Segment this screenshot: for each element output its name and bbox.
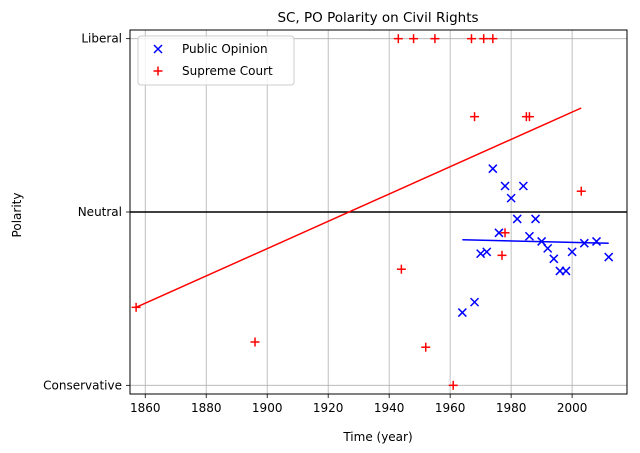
x-tick-label: 1900 — [252, 401, 283, 415]
data-point-public-opinion — [494, 228, 504, 238]
y-axis-label: Polarity — [10, 193, 24, 238]
data-point-supreme-court — [421, 342, 431, 352]
legend-marker-public-opinion — [153, 44, 163, 54]
data-point-supreme-court — [479, 34, 489, 44]
data-point-public-opinion — [518, 181, 528, 191]
data-point-public-opinion — [579, 238, 589, 248]
data-point-supreme-court — [393, 34, 403, 44]
data-point-public-opinion — [591, 236, 602, 246]
data-point-supreme-court — [448, 380, 458, 390]
data-point-public-opinion — [524, 231, 534, 241]
legend-label-public-opinion: Public Opinion — [182, 42, 268, 56]
x-tick-label: 1980 — [496, 401, 527, 415]
legend: Public Opinion Supreme Court — [137, 35, 295, 86]
data-point-public-opinion — [604, 252, 614, 262]
x-tick-label: 2000 — [557, 401, 588, 415]
data-point-public-opinion — [476, 249, 486, 259]
data-point-public-opinion — [512, 214, 522, 224]
data-point-supreme-court — [470, 112, 480, 122]
data-point-public-opinion — [457, 308, 467, 318]
y-tick-label: Neutral — [78, 205, 122, 219]
x-tick-label: 1960 — [435, 401, 466, 415]
data-point-supreme-court — [396, 264, 406, 274]
legend-marker-glyph — [153, 66, 163, 76]
data-point-public-opinion — [549, 254, 559, 264]
data-point-public-opinion — [506, 193, 516, 203]
data-point-supreme-court — [500, 228, 510, 238]
data-point-public-opinion — [482, 247, 492, 257]
chart-title: SC, PO Polarity on Civil Rights — [277, 10, 478, 26]
data-point-supreme-court — [466, 34, 476, 44]
data-point-supreme-court — [521, 112, 531, 122]
data-point-supreme-court — [409, 34, 419, 44]
data-point-supreme-court — [497, 250, 507, 260]
x-tick-label: 1940 — [374, 401, 405, 415]
data-point-public-opinion — [488, 164, 498, 174]
x-tick-label: 1920 — [313, 401, 344, 415]
legend-label-supreme-court: Supreme Court — [182, 64, 273, 78]
trend-line-layer — [135, 107, 609, 309]
data-point-supreme-court — [250, 337, 260, 347]
trend-line-supreme-court — [135, 107, 582, 309]
legend-marker-glyph — [153, 44, 163, 54]
data-point-public-opinion — [543, 243, 553, 253]
x-tick-label: 1860 — [130, 401, 161, 415]
data-point-public-opinion — [561, 266, 571, 276]
data-point-public-opinion — [567, 247, 577, 257]
data-point-public-opinion — [530, 214, 541, 224]
data-point-supreme-court — [576, 186, 586, 196]
y-tick-label: Conservative — [43, 378, 122, 392]
data-point-public-opinion — [470, 297, 480, 307]
x-tick-label: 1880 — [191, 401, 222, 415]
x-axis-label: Time (year) — [342, 430, 412, 444]
legend-marker-supreme-court — [153, 66, 163, 76]
data-point-supreme-court — [131, 302, 141, 312]
y-tick-label: Liberal — [81, 32, 122, 46]
legend-box — [137, 35, 295, 86]
data-point-supreme-court — [430, 34, 440, 44]
data-point-supreme-court — [488, 34, 498, 44]
tick-layer: 1860 1880 1900 1920 1940 1960 1980 2000 Conserva… — [43, 32, 587, 415]
data-point-public-opinion — [500, 181, 510, 191]
marker-layer — [131, 34, 614, 390]
